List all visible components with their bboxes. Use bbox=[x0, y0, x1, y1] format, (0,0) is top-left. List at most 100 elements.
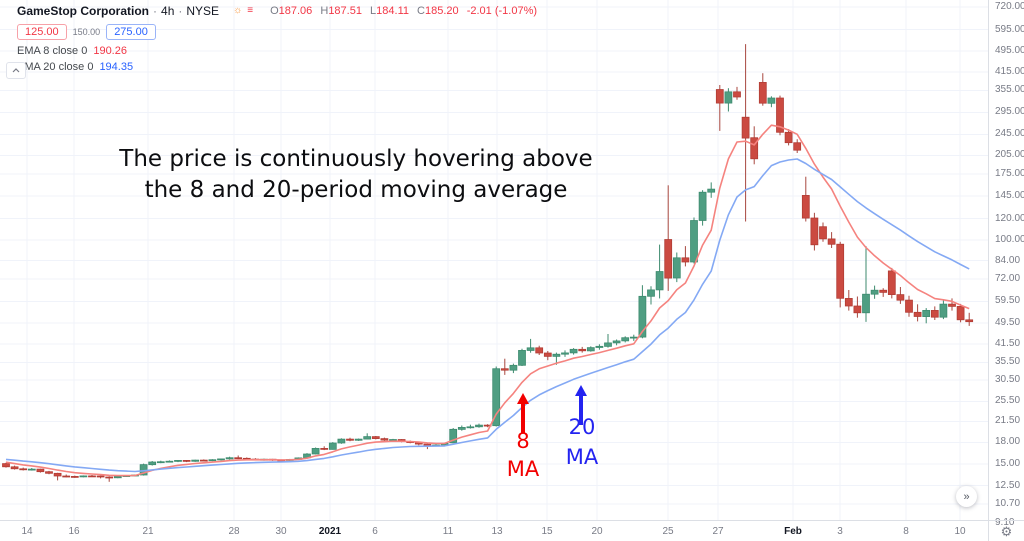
candle-up bbox=[561, 352, 569, 355]
candle-up bbox=[225, 457, 234, 460]
candle-down bbox=[535, 347, 544, 354]
candle-up bbox=[862, 293, 870, 314]
candle-down bbox=[853, 305, 862, 314]
candle-down bbox=[371, 436, 380, 439]
candle-down bbox=[810, 217, 819, 246]
candle-down bbox=[956, 306, 965, 321]
time-axis[interactable]: 14 16 21 28 30 2021 6 11 13 15 20 25 27 Feb 3 8 10 bbox=[0, 520, 988, 541]
price-axis-label: 245.00 bbox=[995, 128, 1024, 139]
time-axis-label: 13 bbox=[491, 526, 503, 537]
indicator-row-ema20[interactable]: EMA 20 close 0 194.35 bbox=[17, 60, 537, 73]
price-axis-label: 12.50 bbox=[995, 480, 1021, 491]
price-axis-label: 21.50 bbox=[995, 415, 1021, 426]
candle-down bbox=[758, 82, 767, 104]
candle-up bbox=[655, 271, 664, 291]
title-separator: · bbox=[153, 4, 158, 18]
candle-up bbox=[475, 424, 483, 428]
title-separator: · bbox=[178, 4, 183, 18]
candle-up bbox=[328, 442, 337, 450]
candle-up bbox=[466, 426, 475, 429]
exchange-label[interactable]: NYSE bbox=[186, 4, 220, 18]
candle-up bbox=[191, 459, 200, 462]
candle-down bbox=[45, 471, 53, 474]
legend-collapse-button[interactable] bbox=[6, 62, 26, 79]
candle-down bbox=[53, 472, 62, 477]
chevron-up-icon bbox=[12, 68, 20, 73]
candle-up bbox=[672, 257, 681, 279]
candle-up bbox=[174, 460, 182, 462]
candle-up bbox=[552, 353, 561, 357]
price-axis[interactable]: 720.00 595.00 495.00 415.00 355.00 295.00 245.… bbox=[988, 0, 1024, 541]
interval-label[interactable]: 4h bbox=[161, 4, 175, 18]
candle-up bbox=[939, 303, 948, 318]
time-axis-label: 14 bbox=[21, 526, 33, 537]
sell-price-button[interactable]: 125.00 bbox=[17, 24, 67, 40]
candle-up bbox=[79, 475, 88, 478]
candle-down bbox=[346, 438, 354, 441]
scroll-to-latest-button[interactable]: » bbox=[956, 486, 977, 507]
candle-down bbox=[500, 368, 509, 371]
price-axis-label: 205.00 bbox=[995, 149, 1024, 160]
time-axis-label: 6 bbox=[372, 526, 378, 537]
price-axis-label: 355.00 bbox=[995, 84, 1024, 95]
candle-down bbox=[905, 299, 913, 313]
candle-up bbox=[724, 91, 733, 104]
close-value: 185.20 bbox=[425, 5, 459, 17]
candle-up bbox=[457, 427, 466, 430]
candle-down bbox=[2, 463, 10, 468]
time-axis-label: 25 bbox=[662, 526, 674, 537]
open-value: 187.06 bbox=[278, 5, 313, 17]
candle-down bbox=[681, 257, 690, 263]
candle-up bbox=[156, 461, 165, 464]
candle-up bbox=[698, 191, 707, 221]
time-axis-label: 20 bbox=[591, 526, 603, 537]
high-value: 187.51 bbox=[328, 5, 362, 17]
symbol-title[interactable]: GameStop Corporation bbox=[17, 4, 150, 18]
candle-down bbox=[380, 438, 389, 441]
ma20-callout-label: MA bbox=[565, 445, 599, 469]
gear-icon[interactable]: ⚙ bbox=[1000, 523, 1013, 539]
candle-down bbox=[96, 475, 105, 478]
candle-up bbox=[870, 289, 879, 295]
candle-up bbox=[354, 438, 363, 441]
candle-down bbox=[844, 298, 853, 307]
candle-up bbox=[148, 461, 157, 466]
low-label: L bbox=[370, 5, 377, 17]
ma20-callout-number: 20 bbox=[568, 415, 596, 439]
time-axis-label: 10 bbox=[954, 526, 966, 537]
candle-down bbox=[664, 239, 673, 279]
candle-down bbox=[182, 460, 191, 462]
chevrons-right-icon: » bbox=[963, 490, 970, 503]
ma8-callout-number: 8 bbox=[516, 429, 530, 453]
candle-down bbox=[827, 238, 836, 245]
market-closed-icon: ≡ bbox=[247, 5, 254, 16]
candle-up bbox=[518, 350, 526, 366]
candle-up bbox=[509, 364, 518, 371]
chart-legend: GameStop Corporation · 4h · NYSE ☼ ≡ O18… bbox=[17, 3, 537, 73]
candle-down bbox=[879, 289, 888, 293]
indicator-row-ema8[interactable]: EMA 8 close 0 190.26 bbox=[17, 44, 537, 57]
ema20-line bbox=[5, 158, 970, 473]
candle-up bbox=[922, 310, 931, 317]
candle-up bbox=[604, 342, 612, 347]
candle-up bbox=[569, 348, 578, 354]
open-label: O bbox=[270, 5, 279, 17]
candle-up bbox=[27, 468, 36, 471]
candle-down bbox=[913, 311, 922, 317]
buy-price-button[interactable]: 275.00 bbox=[106, 24, 156, 40]
candle-down bbox=[750, 137, 759, 160]
time-axis-label: 28 bbox=[228, 526, 240, 537]
price-axis-label: 25.50 bbox=[995, 395, 1021, 406]
price-axis-label: 595.00 bbox=[995, 24, 1024, 35]
low-value: 184.11 bbox=[376, 5, 409, 17]
spread-value: 150.00 bbox=[72, 27, 101, 37]
chart-canvas[interactable] bbox=[0, 0, 988, 520]
price-axis-label: 100.00 bbox=[995, 234, 1024, 245]
candle-down bbox=[543, 352, 552, 357]
price-axis-label: 84.00 bbox=[995, 255, 1021, 266]
candle-down bbox=[948, 303, 956, 307]
price-axis-label: 49.50 bbox=[995, 317, 1021, 328]
candle-up bbox=[311, 448, 320, 455]
ohlc-readout: O187.06 H187.51 L184.11 C185.20 -2.01 (-… bbox=[265, 5, 537, 17]
time-axis-label: 11 bbox=[442, 526, 454, 537]
